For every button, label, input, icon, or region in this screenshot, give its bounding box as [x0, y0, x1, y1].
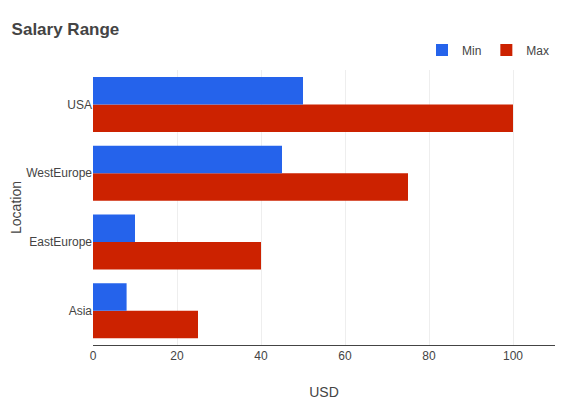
svg-text:USA: USA — [67, 98, 92, 112]
svg-text:80: 80 — [422, 349, 436, 363]
svg-text:40: 40 — [254, 349, 268, 363]
svg-text:0: 0 — [90, 349, 97, 363]
svg-text:USD: USD — [309, 384, 339, 400]
svg-text:WestEurope: WestEurope — [26, 166, 92, 180]
svg-text:Location: Location — [8, 181, 24, 234]
svg-text:100: 100 — [503, 349, 523, 363]
svg-text:Min: Min — [462, 44, 481, 58]
svg-text:EastEurope: EastEurope — [29, 235, 92, 249]
svg-text:Max: Max — [526, 44, 549, 58]
svg-text:20: 20 — [170, 349, 184, 363]
svg-text:Asia: Asia — [69, 304, 93, 318]
svg-text:60: 60 — [338, 349, 352, 363]
svg-text:Salary Range: Salary Range — [12, 20, 120, 39]
